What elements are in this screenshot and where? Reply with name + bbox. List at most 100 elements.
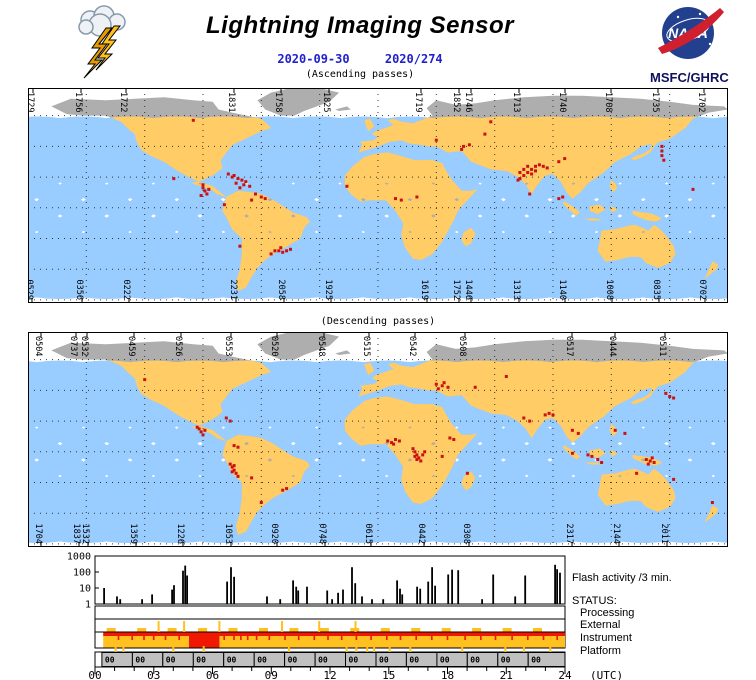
svg-text:1831: 1831 [226,92,236,112]
svg-text:00: 00 [409,656,419,665]
svg-text:2058: 2058 [276,280,286,300]
svg-text:00: 00 [196,656,206,665]
y-axis-labels: 1000 100 10 1 [67,552,99,611]
svg-text:1: 1 [85,600,91,611]
agency-label: MSFC/GHRC [650,70,729,85]
svg-text:1719: 1719 [413,92,423,112]
date-iso: 2020-09-30 [277,52,350,66]
svg-text:1053: 1053 [223,524,233,544]
svg-text:00: 00 [349,656,359,665]
svg-text:2317: 2317 [564,524,574,544]
svg-text:1619: 1619 [419,280,429,300]
svg-text:1313: 1313 [511,280,521,300]
svg-text:00: 00 [135,656,145,665]
svg-text:1925: 1925 [323,280,333,300]
svg-text:100: 100 [73,568,91,579]
svg-text:0508: 0508 [457,336,467,356]
svg-text:0444: 0444 [607,336,617,356]
svg-text:1752: 1752 [451,280,461,300]
svg-text:0356: 0356 [74,280,84,300]
svg-text:1226: 1226 [175,524,185,544]
date-line: 2020-09-30 2020/274 [150,52,570,66]
svg-text:0222: 0222 [121,280,131,300]
ascending-passes-label: (Ascending passes) [305,69,415,80]
svg-text:00: 00 [501,656,511,665]
time-axis [94,667,566,674]
svg-text:1008: 1008 [604,280,614,300]
svg-text:Platform: Platform [580,645,621,657]
svg-text:00: 00 [379,656,389,665]
svg-text:0515: 0515 [361,336,371,356]
svg-text:00: 00 [166,656,176,665]
svg-text:1359: 1359 [128,524,138,544]
svg-text:1140: 1140 [557,280,567,300]
svg-text:1837: 1837 [71,524,81,544]
flash-activity-panel: 1000 100 10 1 00 00 00 00 00 00 00 00 00 00… [67,552,672,680]
external-status-marks [157,621,357,632]
svg-text:00: 00 [470,656,480,665]
nasa-meatball-icon: NASA [658,7,724,59]
panel-legend: Flash activity /3 min. STATUS: Processin… [572,572,672,657]
svg-text:06: 06 [206,669,219,680]
svg-text:12: 12 [323,669,336,680]
svg-text:15: 15 [382,669,395,680]
svg-text:0532: 0532 [79,336,89,356]
svg-text:0615: 0615 [363,524,373,544]
svg-text:0511: 0511 [657,336,667,356]
svg-text:STATUS:: STATUS: [572,595,617,607]
svg-text:1702: 1702 [696,92,706,112]
svg-text:0526: 0526 [173,336,183,356]
svg-text:2011: 2011 [659,524,669,544]
svg-text:1746: 1746 [463,92,473,112]
svg-text:0737: 0737 [68,336,78,356]
svg-text:18: 18 [441,669,454,680]
svg-text:Flash activity /3 min.: Flash activity /3 min. [572,572,672,584]
page-title: Lightning Imaging Sensor [206,12,514,39]
svg-text:(UTC): (UTC) [590,669,623,680]
svg-text:Processing: Processing [580,607,634,619]
flash-points [143,375,714,504]
svg-text:00: 00 [318,656,328,665]
date-doy: 2020/274 [384,52,443,66]
instrument-status-band [103,628,565,648]
svg-text:00: 00 [288,656,298,665]
descending-passes-label: (Descending passes) [320,316,436,327]
svg-text:0542: 0542 [407,336,417,356]
svg-text:00: 00 [105,656,115,665]
svg-text:0553: 0553 [223,336,233,356]
svg-text:0459: 0459 [126,336,136,356]
svg-text:0529: 0529 [28,280,34,300]
svg-text:00: 00 [257,656,267,665]
svg-text:1825: 1825 [321,92,331,112]
svg-text:0548: 0548 [316,336,326,356]
svg-text:0702: 0702 [697,280,707,300]
svg-text:2144: 2144 [611,524,621,544]
nasa-logo-block: NASA MSFC/GHRC [648,4,748,85]
svg-text:1446: 1446 [463,280,473,300]
svg-text:1704: 1704 [33,524,43,544]
svg-text:0442: 0442 [416,524,426,544]
svg-text:1708: 1708 [603,92,613,112]
svg-text:0748: 0748 [317,524,327,544]
descending-passes-map: 0504 0737 0532 0459 0526 0553 0520 0548 0515 0542… [28,332,728,547]
svg-text:1852: 1852 [451,92,461,112]
svg-text:2231: 2231 [228,280,238,300]
svg-text:00: 00 [88,669,101,680]
svg-text:1722: 1722 [118,92,128,112]
svg-text:03: 03 [147,669,160,680]
svg-text:1756: 1756 [73,92,83,112]
svg-text:1735: 1735 [650,92,660,112]
svg-text:Instrument: Instrument [580,632,632,644]
pass-time-labels: 1729 1756 1722 1831 1758 1825 1719 1852 1746 1713… [28,88,707,303]
svg-text:00: 00 [440,656,450,665]
svg-text:External: External [580,619,620,631]
svg-text:1740: 1740 [557,92,567,112]
svg-text:0308: 0308 [461,524,471,544]
svg-text:1758: 1758 [273,92,283,112]
flash-activity-bars [103,564,561,604]
svg-text:09: 09 [265,669,278,680]
flash-points [172,118,695,256]
time-axis-labels: 00 03 06 09 12 15 18 21 24 (UTC) [88,669,623,680]
svg-text:24: 24 [558,669,572,680]
